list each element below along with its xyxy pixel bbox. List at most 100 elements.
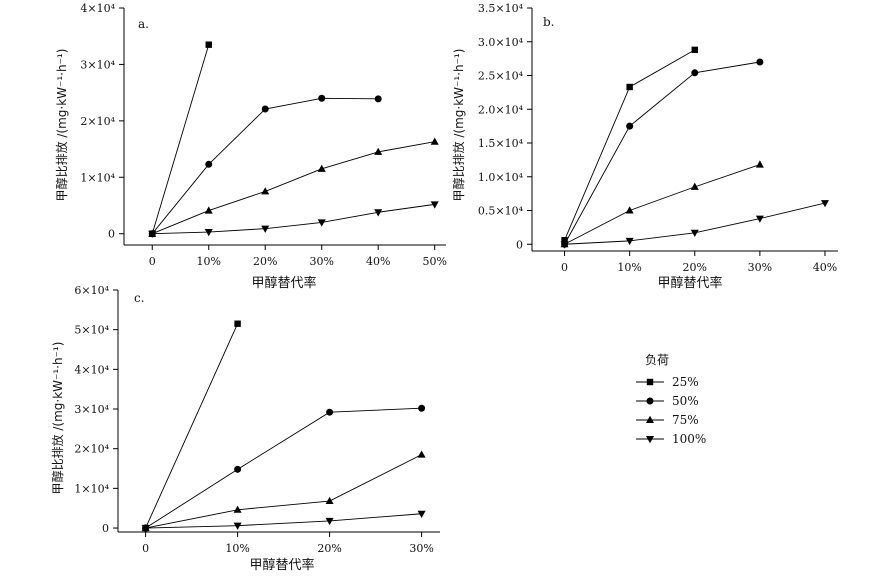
data-point-b-1 <box>756 58 764 66</box>
x-tick-label: 0 <box>149 255 156 268</box>
y-ticks-c: 0 1×10⁴ 2×10⁴ 3×10⁴ 4×10⁴ 5×10⁴ 6×10⁴ <box>74 284 118 535</box>
legend-entries: 25% 50% 75% 100% <box>636 375 706 446</box>
data-point-a-1 <box>318 94 326 102</box>
series-line-a-3 <box>152 203 435 235</box>
data-point-a-3 <box>430 201 439 209</box>
x-tick-label: 30% <box>748 261 772 274</box>
x-tick-label: 0 <box>561 261 568 274</box>
panel-label-b: b. <box>543 15 555 29</box>
legend-marker <box>646 436 654 444</box>
legend-label: 75% <box>672 413 699 427</box>
chart-panel-c: c. 甲醇替代率 甲醇比排放 /(mg·kW⁻¹·h⁻¹) 0 10% 20% 30%… <box>50 284 440 573</box>
y-axis-title-b: 甲醇比排放 /(mg·kW⁻¹·h⁻¹) <box>451 49 466 202</box>
y-tick-label: 5×10⁴ <box>74 324 109 337</box>
y-tick-label: 1×10⁴ <box>80 171 115 184</box>
data-point-c-2 <box>417 450 426 458</box>
x-ticks-b: 0 10% 20% 30% 40% <box>561 251 837 274</box>
data-point-b-3 <box>690 229 699 237</box>
y-tick-label: 3.0×10⁴ <box>478 36 524 49</box>
x-tick-label: 40% <box>366 255 390 268</box>
legend: 负荷 25% 50% 75% 100% <box>636 353 706 446</box>
data-point-c-2 <box>325 496 334 505</box>
series-line-a-1 <box>151 97 379 234</box>
x-axis-title-c: 甲醇替代率 <box>249 557 314 573</box>
data-point-b-0 <box>691 46 698 54</box>
data-point-a-2 <box>261 187 270 195</box>
y-ticks-b: 0 0.5×10⁴ 1.0×10⁴ 1.5×10⁴ 2.0×10⁴ 2.5×10⁴ 3.0×… <box>478 2 532 251</box>
y-tick-label: 0 <box>516 238 523 251</box>
x-tick-label: 20% <box>317 542 341 555</box>
y-tick-label: 2×10⁴ <box>80 115 115 128</box>
x-tick-label: 20% <box>253 255 277 268</box>
data-point-b-3 <box>820 200 829 208</box>
panel-label-a: a. <box>138 17 149 31</box>
data-point-a-1 <box>261 105 269 113</box>
series-line-b-2 <box>564 164 761 245</box>
x-ticks-c: 0 10% 20% 30% <box>142 532 434 555</box>
data-point-a-3 <box>317 219 326 227</box>
legend-marker <box>646 378 654 386</box>
legend-marker <box>646 415 654 423</box>
data-point-c-3 <box>141 525 150 533</box>
data-point-a-2 <box>204 206 213 214</box>
data-point-b-1 <box>691 69 699 77</box>
y-tick-label: 3×10⁴ <box>74 403 109 416</box>
chart-panel-b: b. 甲醇替代率 甲醇比排放 /(mg·kW⁻¹·h⁻¹) 0 10% 20% 30%… <box>451 2 838 291</box>
series-c <box>141 320 426 533</box>
series-line-c-2 <box>145 454 422 529</box>
y-tick-label: 2.5×10⁴ <box>478 70 524 83</box>
data-point-a-3 <box>374 209 383 217</box>
x-tick-label: 10% <box>197 255 221 268</box>
y-tick-label: 1.0×10⁴ <box>478 171 524 184</box>
chart-panel-a: a. 甲醇替代率 甲醇比排放 /(mg·kW⁻¹·h⁻¹) 0 10% 20% 30%… <box>54 2 447 291</box>
data-point-b-3 <box>625 237 634 246</box>
y-tick-label: 3×10⁴ <box>80 58 115 71</box>
y-tick-label: 0 <box>108 228 115 241</box>
x-tick-label: 30% <box>309 255 333 268</box>
y-tick-label: 1.5×10⁴ <box>478 137 524 150</box>
series-a <box>148 41 439 238</box>
series-line-a-0 <box>151 44 210 234</box>
y-tick-label: 2×10⁴ <box>74 443 109 456</box>
data-point-a-2 <box>317 164 326 172</box>
series-line-c-0 <box>145 323 239 529</box>
y-tick-label: 1×10⁴ <box>74 482 109 495</box>
y-axis-title-a: 甲醇比排放 /(mg·kW⁻¹·h⁻¹) <box>54 49 69 202</box>
series-line-c-3 <box>145 513 422 529</box>
data-point-a-3 <box>261 225 270 233</box>
data-point-c-3 <box>417 510 426 518</box>
series-line-b-1 <box>564 61 760 245</box>
series-line-a-2 <box>152 141 435 235</box>
legend-marker <box>646 397 654 405</box>
data-point-c-0 <box>234 320 241 327</box>
data-point-b-1 <box>626 122 634 130</box>
data-point-a-1 <box>374 95 382 103</box>
x-tick-label: 0 <box>142 542 149 555</box>
x-axis-title-b: 甲醇替代率 <box>657 275 722 291</box>
x-tick-label: 50% <box>422 255 446 268</box>
x-tick-label: 40% <box>813 261 837 274</box>
data-point-a-1 <box>205 160 213 168</box>
data-point-b-3 <box>755 215 764 223</box>
data-point-c-2 <box>233 505 242 513</box>
data-point-b-2 <box>755 160 764 168</box>
data-point-a-2 <box>430 137 439 145</box>
data-point-a-0 <box>205 41 212 48</box>
data-point-a-3 <box>148 230 157 238</box>
y-tick-label: 0 <box>102 522 109 535</box>
x-axis-title-a: 甲醇替代率 <box>251 275 316 291</box>
data-point-b-0 <box>626 83 633 91</box>
series-b <box>560 46 829 249</box>
y-tick-label: 2.0×10⁴ <box>478 103 524 116</box>
legend-label: 100% <box>672 432 706 446</box>
data-point-c-1 <box>418 404 426 412</box>
series-line-c-1 <box>145 407 422 529</box>
y-tick-label: 0.5×10⁴ <box>478 205 524 218</box>
legend-title: 负荷 <box>645 353 669 367</box>
y-ticks-a: 0 1×10⁴ 2×10⁴ 3×10⁴ 4×10⁴ <box>80 2 124 241</box>
data-point-c-1 <box>234 465 242 473</box>
data-point-c-3 <box>325 517 334 526</box>
x-tick-label: 30% <box>409 542 433 555</box>
